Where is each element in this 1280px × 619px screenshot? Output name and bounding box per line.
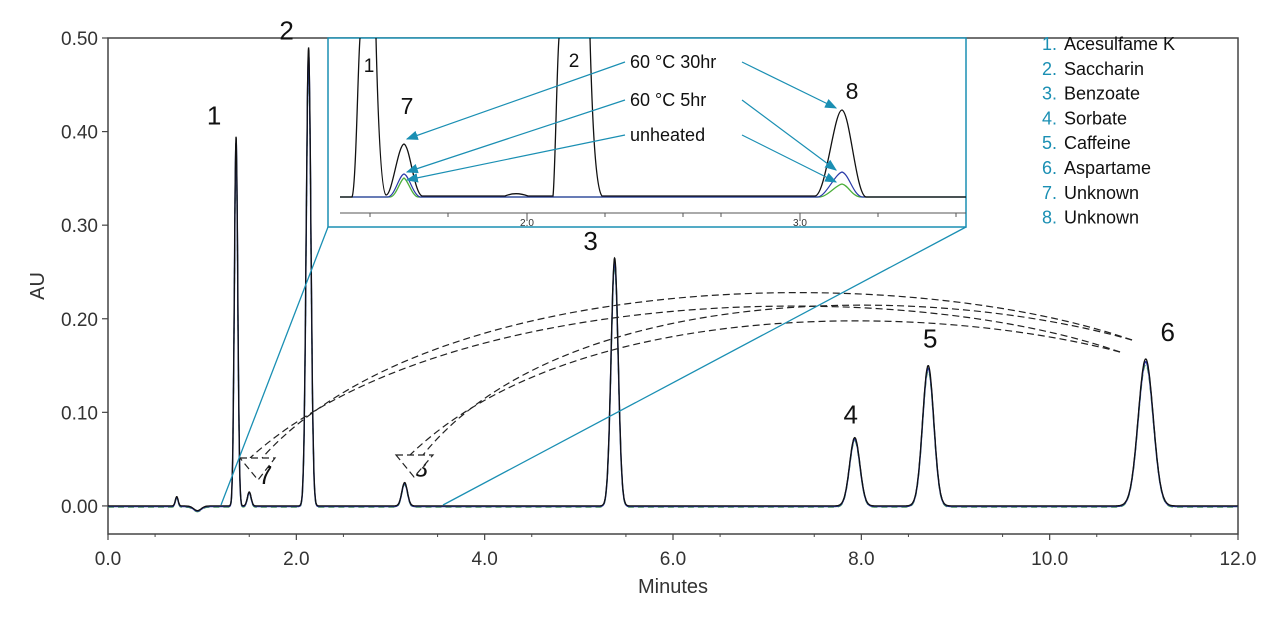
- y-axis: 0.00 0.10 0.20 0.30 0.40 0.50: [61, 29, 108, 518]
- peak-label-1: 1: [207, 100, 221, 130]
- x-tick-label: 4.0: [471, 549, 497, 570]
- peak-label-6: 6: [1160, 317, 1174, 347]
- inset-trace-blue: [340, 171, 966, 198]
- legend-number: 6.: [1042, 158, 1057, 178]
- trace-main: [108, 47, 1238, 512]
- legend-entry: Caffeine: [1064, 133, 1131, 153]
- inset-panel: 2.0 3.0 1 2 7 8 60 °C 30hr 60 °C 5hr unh…: [327, 37, 967, 229]
- legend-number: 5.: [1042, 133, 1057, 153]
- y-axis-title: AU: [27, 272, 49, 300]
- inset-peak-label-8: 8: [846, 78, 859, 104]
- x-axis: 0.0 2.0 4.0 6.0 8.0 10.0 12.0: [95, 534, 1257, 570]
- annotation-arrows: [405, 61, 838, 183]
- legend-entry: Unknown: [1064, 183, 1139, 203]
- arrowhead-7: [238, 457, 277, 481]
- zoom-line-right: [442, 226, 967, 506]
- x-tick-label: 10.0: [1031, 549, 1068, 570]
- arrow-6-to-7-outer: [261, 292, 1133, 459]
- y-tick-label: 0.00: [61, 497, 98, 518]
- legend-entry: Benzoate: [1064, 84, 1140, 104]
- y-tick-label: 0.10: [61, 403, 98, 424]
- y-tick-label: 0.20: [61, 310, 98, 331]
- peak-label-2: 2: [279, 15, 293, 45]
- legend-number: 8.: [1042, 208, 1057, 228]
- arrow-6-to-8-inner: [409, 320, 1121, 456]
- inset-peak-label-1: 1: [364, 56, 375, 77]
- peak-label-3: 3: [583, 226, 597, 256]
- y-tick-label: 0.40: [61, 123, 98, 144]
- legend-number: 2.: [1042, 59, 1057, 79]
- annotation-60c-5hr: 60 °C 5hr: [630, 90, 706, 110]
- legend-number: 7.: [1042, 183, 1057, 203]
- legend: 1. Acesulfame K 2. Saccharin 3. Benzoate 4. Sor…: [1042, 34, 1175, 228]
- legend-number: 1.: [1042, 34, 1057, 54]
- annotation-60c-30hr: 60 °C 30hr: [630, 52, 716, 72]
- inset-x-ticks: [369, 213, 957, 221]
- inset-tick-label-2: 2.0: [520, 218, 534, 229]
- legend-entry: Aspartame: [1064, 158, 1151, 178]
- arrow-6-to-8-outer: [422, 304, 1133, 456]
- zoom-line-left: [220, 226, 329, 506]
- inset-peak-label-7: 7: [401, 93, 414, 119]
- y-tick-label: 0.50: [61, 29, 98, 50]
- peak-label-5: 5: [923, 324, 937, 354]
- x-axis-title: Minutes: [638, 576, 708, 598]
- peak-label-4: 4: [844, 400, 858, 430]
- legend-entry: Sorbate: [1064, 108, 1127, 128]
- x-tick-label: 12.0: [1220, 549, 1257, 570]
- y-tick-label: 0.30: [61, 216, 98, 237]
- peak-labels: 1 2 7 8 3 4 5 6: [207, 15, 1175, 490]
- arrowhead-8: [394, 454, 435, 478]
- legend-entry: Unknown: [1064, 208, 1139, 228]
- annotation-unheated: unheated: [630, 125, 705, 145]
- legend-entry: Saccharin: [1064, 59, 1144, 79]
- legend-number: 4.: [1042, 108, 1057, 128]
- inset-peak-label-2: 2: [569, 51, 580, 72]
- x-tick-label: 6.0: [660, 549, 686, 570]
- inset-tick-label-3: 3.0: [793, 218, 807, 229]
- arrow-6-to-7-inner: [249, 305, 1121, 459]
- legend-number: 3.: [1042, 84, 1057, 104]
- x-tick-label: 8.0: [848, 549, 874, 570]
- degradation-arrows: [238, 292, 1133, 481]
- x-tick-label: 2.0: [283, 549, 309, 570]
- x-tick-label: 0.0: [95, 549, 121, 570]
- legend-entry: Acesulfame K: [1064, 34, 1175, 54]
